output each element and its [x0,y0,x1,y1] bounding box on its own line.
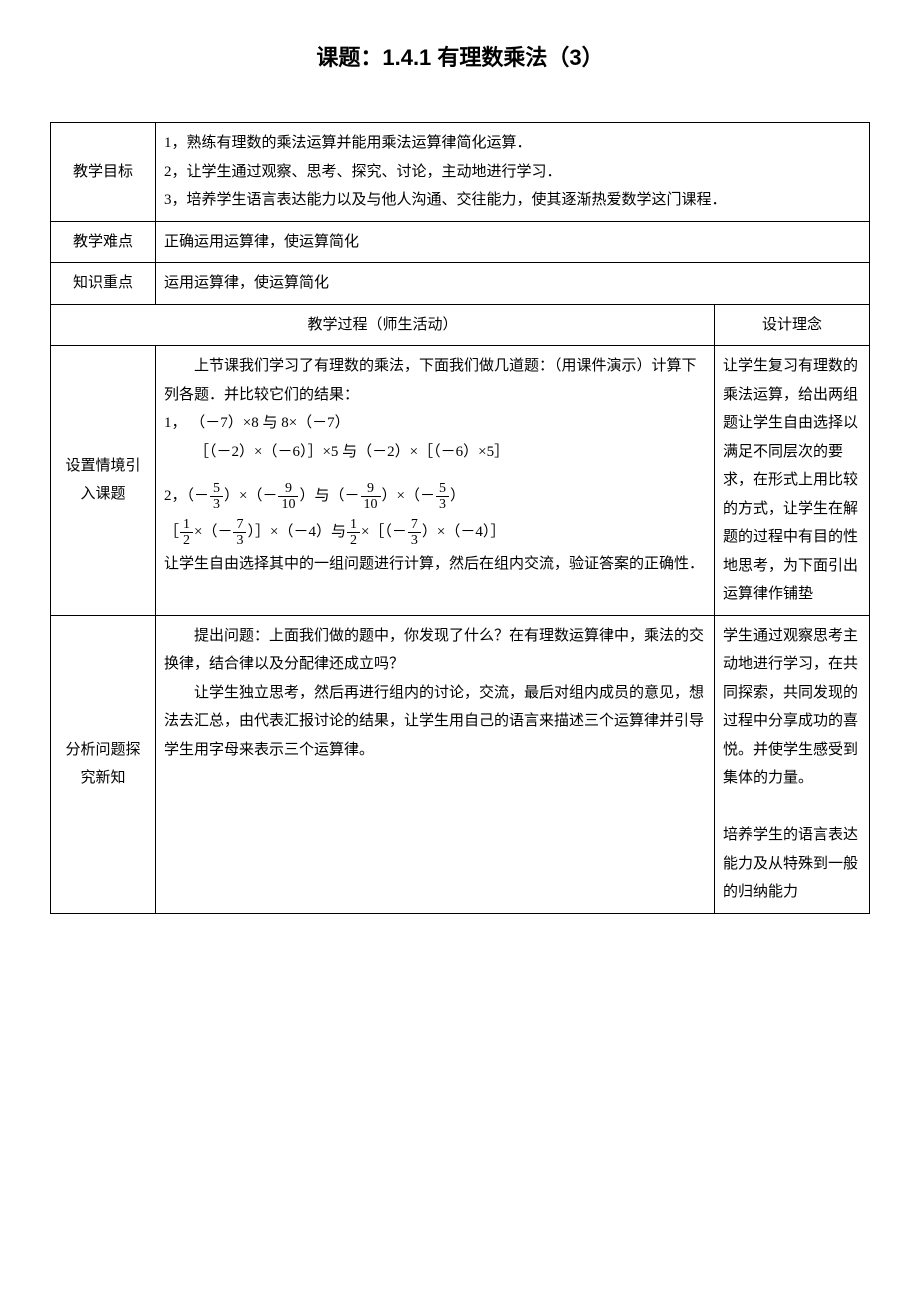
rationale-section2: 学生通过观察思考主动地进行学习，在共同探索，共同发现的过程中分享成功的喜悦。并使… [714,615,869,913]
section1-item1a: 1， （－7）×8 与 8×（－7） [164,409,706,438]
frac-9-10-b: 910 [361,481,381,513]
row-key: 知识重点 运用运算律，使运算简化 [51,263,870,305]
section1-outro: 让学生自由选择其中的一组问题进行计算，然后在组内交流，验证答案的正确性． [164,550,706,579]
content-section2: 提出问题：上面我们做的题中，你发现了什么？在有理数运算律中，乘法的交换律，结合律… [156,615,715,913]
item2-mid1: ）×（－ [224,488,277,504]
frac-7-3-b: 73 [408,517,421,549]
section1-label-text: 设置情境引入课题 [59,452,147,509]
row-section2: 分析问题探究新知 提出问题：上面我们做的题中，你发现了什么？在有理数运算律中，乘… [51,615,870,913]
goal-line-3: 3，培养学生语言表达能力以及与他人沟通、交往能力，使其逐渐热爱数学这门课程． [164,186,861,215]
item2b-mid4: ）×（－4）］ [422,524,505,540]
page-title: 课题：1.4.1 有理数乘法（3） [50,40,870,72]
item2-mid2: ）与（－ [299,488,359,504]
frac-1-2-b: 12 [347,517,360,549]
item2-prefix: 2，（－ [164,488,209,504]
row-goal: 教学目标 1，熟练有理数的乘法运算并能用乘法运算律简化运算． 2，让学生通过观察… [51,123,870,222]
goal-line-2: 2，让学生通过观察、思考、探究、讨论，主动地进行学习． [164,158,861,187]
frac-5-3-b: 53 [436,481,449,513]
frac-1-2-a: 12 [180,517,193,549]
content-key: 运用运算律，使运算简化 [156,263,870,305]
label-section1: 设置情境引入课题 [51,346,156,616]
item2-end: ） [450,488,465,504]
item2-mid3: ）×（－ [382,488,435,504]
item2b-mid2: ）］×（－4）与 [247,524,345,540]
process-header-right: 设计理念 [714,304,869,346]
content-difficulty: 正确运用运算律，使运算简化 [156,221,870,263]
row-process-header: 教学过程（师生活动） 设计理念 [51,304,870,346]
label-difficulty: 教学难点 [51,221,156,263]
label-key: 知识重点 [51,263,156,305]
section1-item2a: 2，（－53）×（－910）与（－910）×（－53） [164,478,706,514]
frac-5-3-a: 53 [210,481,223,513]
section1-intro: 上节课我们学习了有理数的乘法，下面我们做几道题：（用课件演示）计算下列各题．并比… [164,352,706,409]
content-section1: 上节课我们学习了有理数的乘法，下面我们做几道题：（用课件演示）计算下列各题．并比… [156,346,715,616]
section1-item2b: ［12×（－73）］×（－4）与12×［（－73）×（－4）］ [164,514,706,550]
row-section1: 设置情境引入课题 上节课我们学习了有理数的乘法，下面我们做几道题：（用课件演示）… [51,346,870,616]
item2b-prefix: ［ [164,524,179,540]
process-header-left: 教学过程（师生活动） [51,304,715,346]
label-goal: 教学目标 [51,123,156,222]
item2b-mid1: ×（－ [194,524,232,540]
frac-9-10-a: 910 [278,481,298,513]
item2b-mid3: ×［（－ [361,524,407,540]
label-section2: 分析问题探究新知 [51,615,156,913]
content-goal: 1，熟练有理数的乘法运算并能用乘法运算律简化运算． 2，让学生通过观察、思考、探… [156,123,870,222]
section2-p2: 让学生独立思考，然后再进行组内的讨论，交流，最后对组内成员的意见，想法去汇总，由… [164,679,706,765]
lesson-table: 教学目标 1，熟练有理数的乘法运算并能用乘法运算律简化运算． 2，让学生通过观察… [50,122,870,914]
rationale-section1: 让学生复习有理数的乘法运算，给出两组题让学生自由选择以满足不同层次的要求，在形式… [714,346,869,616]
goal-line-1: 1，熟练有理数的乘法运算并能用乘法运算律简化运算． [164,129,861,158]
section1-item1b: ［（－2）×（－6）］×5 与（－2）×［（－6）×5］ [164,438,706,467]
spacer [164,466,706,478]
row-difficulty: 教学难点 正确运用运算律，使运算简化 [51,221,870,263]
section2-label-text: 分析问题探究新知 [59,736,147,793]
section2-p1: 提出问题：上面我们做的题中，你发现了什么？在有理数运算律中，乘法的交换律，结合律… [164,622,706,679]
frac-7-3-a: 73 [233,517,246,549]
